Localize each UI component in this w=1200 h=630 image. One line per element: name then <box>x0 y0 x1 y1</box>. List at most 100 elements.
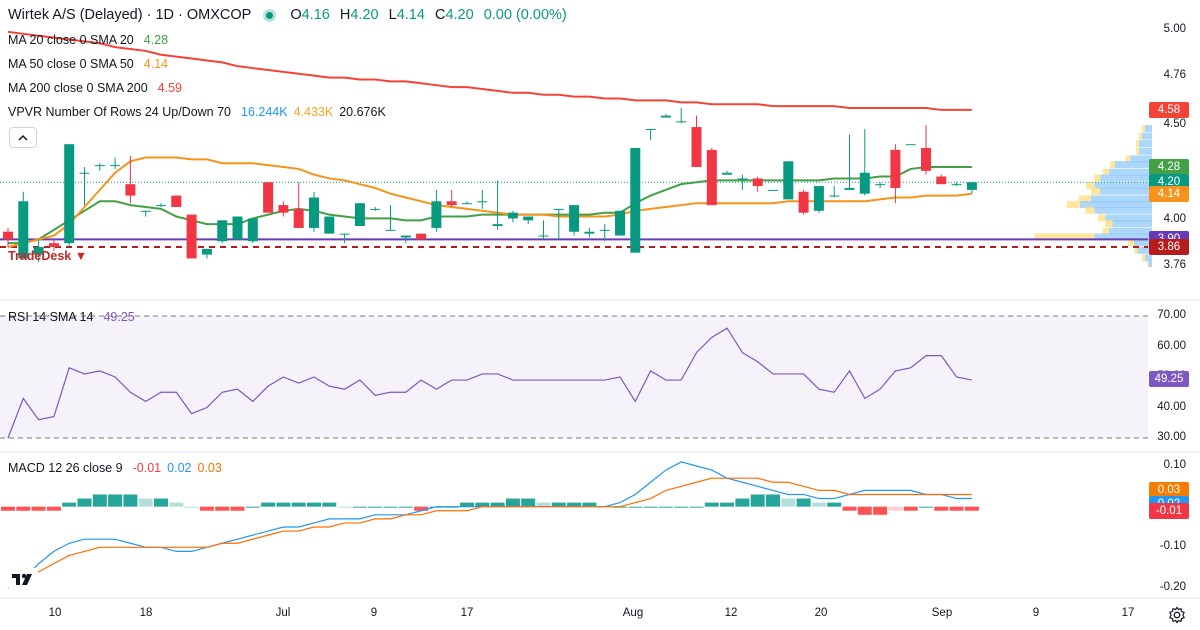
candle-body <box>813 186 824 211</box>
candle-body <box>354 203 365 227</box>
ma200-legend[interactable]: MA 200 close 0 SMA 200 4.59 <box>8 81 183 95</box>
candle-body <box>553 208 564 210</box>
price-axis-label: 4.00 <box>1163 213 1186 226</box>
tradedesk-label[interactable]: TradeDesk ▼ <box>8 249 88 263</box>
vpvr-up-bar <box>1090 195 1152 203</box>
candle-body <box>140 210 151 212</box>
macd-histogram-bar <box>521 498 536 507</box>
vpvr-down-value: 4.433K <box>293 105 334 119</box>
macd-histogram-bar <box>842 506 857 511</box>
vpvr-down-bar <box>1078 195 1091 203</box>
macd-histogram-bar <box>766 494 780 507</box>
tradingview-logo-icon[interactable] <box>8 568 38 590</box>
macd-histogram-bar <box>475 502 490 507</box>
vpvr-up-bar <box>1100 187 1152 195</box>
rsi-value-tag: 49.25 <box>1149 371 1189 388</box>
time-axis-label: Aug <box>622 607 644 619</box>
gear-icon[interactable] <box>1168 606 1186 624</box>
macd-histogram-bar <box>490 502 505 507</box>
vpvr-down-bar <box>1128 239 1134 247</box>
macd-histogram-bar <box>398 506 413 508</box>
candle-body <box>676 121 687 123</box>
vpvr-legend[interactable]: VPVR Number Of Rows 24 Up/Down 70 16.244… <box>8 105 386 119</box>
collapse-legend-button[interactable] <box>9 127 37 148</box>
macd-histogram-bar <box>827 502 842 507</box>
candle-body <box>737 178 748 180</box>
candle-body <box>171 195 182 207</box>
vpvr-up-bar <box>1094 206 1152 214</box>
vpvr-up-bar <box>1108 168 1152 176</box>
macd-histogram-bar <box>873 506 888 515</box>
macd-histogram-bar <box>46 506 61 511</box>
macd-histogram-bar <box>796 498 811 507</box>
macd-macd-line <box>7 461 972 589</box>
macd-histogram-bar <box>674 506 689 508</box>
macd-histogram-bar <box>551 502 566 507</box>
macd-hist-value: -0.01 <box>132 461 162 475</box>
candle-body <box>645 128 656 130</box>
candle-body <box>829 195 840 197</box>
ma50-value: 4.14 <box>143 57 169 71</box>
vpvr-total-value: 20.676K <box>339 105 386 119</box>
candle-body <box>201 248 212 255</box>
vpvr-up-bar <box>1148 260 1152 268</box>
vpvr-down-bar <box>1147 260 1149 268</box>
macd-histogram-bar <box>1 506 15 511</box>
macd-histogram-bar <box>276 502 291 507</box>
market-status-dot-icon <box>263 8 277 22</box>
macd-histogram-bar <box>964 506 979 511</box>
macd-histogram-bar <box>31 506 46 511</box>
vpvr-down-bar <box>1136 147 1140 155</box>
candle-body <box>156 205 166 207</box>
macd-histogram-bar <box>92 494 107 507</box>
candle-body <box>278 205 289 213</box>
candle-body <box>859 172 870 194</box>
vpvr-up-bar <box>1137 246 1152 254</box>
candle-body <box>18 201 29 259</box>
candle-body <box>722 172 733 175</box>
series-line-ma-200 <box>7 30 972 111</box>
candle-body <box>416 233 427 240</box>
macd-histogram-bar <box>888 506 903 511</box>
candle-body <box>523 216 534 221</box>
macd-histogram-bar <box>750 494 765 507</box>
vpvr-up-bar <box>1094 182 1152 190</box>
candle-body <box>33 246 44 255</box>
macd-line-value: 0.02 <box>167 461 192 475</box>
series-line-ma-50 <box>7 156 973 248</box>
macd-histogram-bar <box>857 506 872 515</box>
price-axis-label: 3.76 <box>1163 259 1186 271</box>
candle-body <box>247 218 258 242</box>
macd-histogram-bar <box>704 502 719 507</box>
candle-body <box>966 182 977 190</box>
time-axis-label: 18 <box>139 607 153 619</box>
candle-body <box>125 184 136 196</box>
candle-body <box>48 243 59 247</box>
macd-histogram-bar <box>934 506 949 511</box>
candle-body <box>752 178 763 187</box>
rsi-legend[interactable]: RSI 14 SMA 14 49.25 <box>8 310 135 324</box>
vpvr-down-bar <box>1141 254 1145 262</box>
macd-legend[interactable]: MACD 12 26 close 9 -0.01 0.02 0.03 <box>8 461 222 475</box>
candle-body <box>492 224 503 227</box>
rsi-band-fill <box>0 316 1148 438</box>
vpvr-up-bar <box>1112 220 1152 228</box>
ma50-legend[interactable]: MA 50 close 0 SMA 50 4.14 <box>8 57 169 71</box>
macd-histogram-bar <box>245 506 260 508</box>
macd-histogram-bar <box>307 502 321 507</box>
macd-signal-value: 0.03 <box>197 461 222 475</box>
ma20-legend[interactable]: MA 20 close 0 SMA 20 4.28 <box>8 33 169 47</box>
candle-body <box>186 214 197 259</box>
macd-histogram-bar <box>414 506 429 511</box>
symbol-legend[interactable]: Wirtek A/S (Delayed) · 1D · OMXCOP O4.16… <box>8 7 573 23</box>
candle-body <box>599 229 610 231</box>
candle-body <box>569 205 580 232</box>
price-tag: 4.28 <box>1149 159 1189 176</box>
series-line-ma-20 <box>8 166 972 245</box>
rsi-axis-label: 40.00 <box>1157 400 1186 413</box>
price-axis-label: 5.00 <box>1163 23 1186 35</box>
vpvr-down-bar <box>1066 201 1080 209</box>
vpvr-down-bar <box>1094 174 1101 182</box>
vpvr-down-bar <box>1138 132 1142 140</box>
